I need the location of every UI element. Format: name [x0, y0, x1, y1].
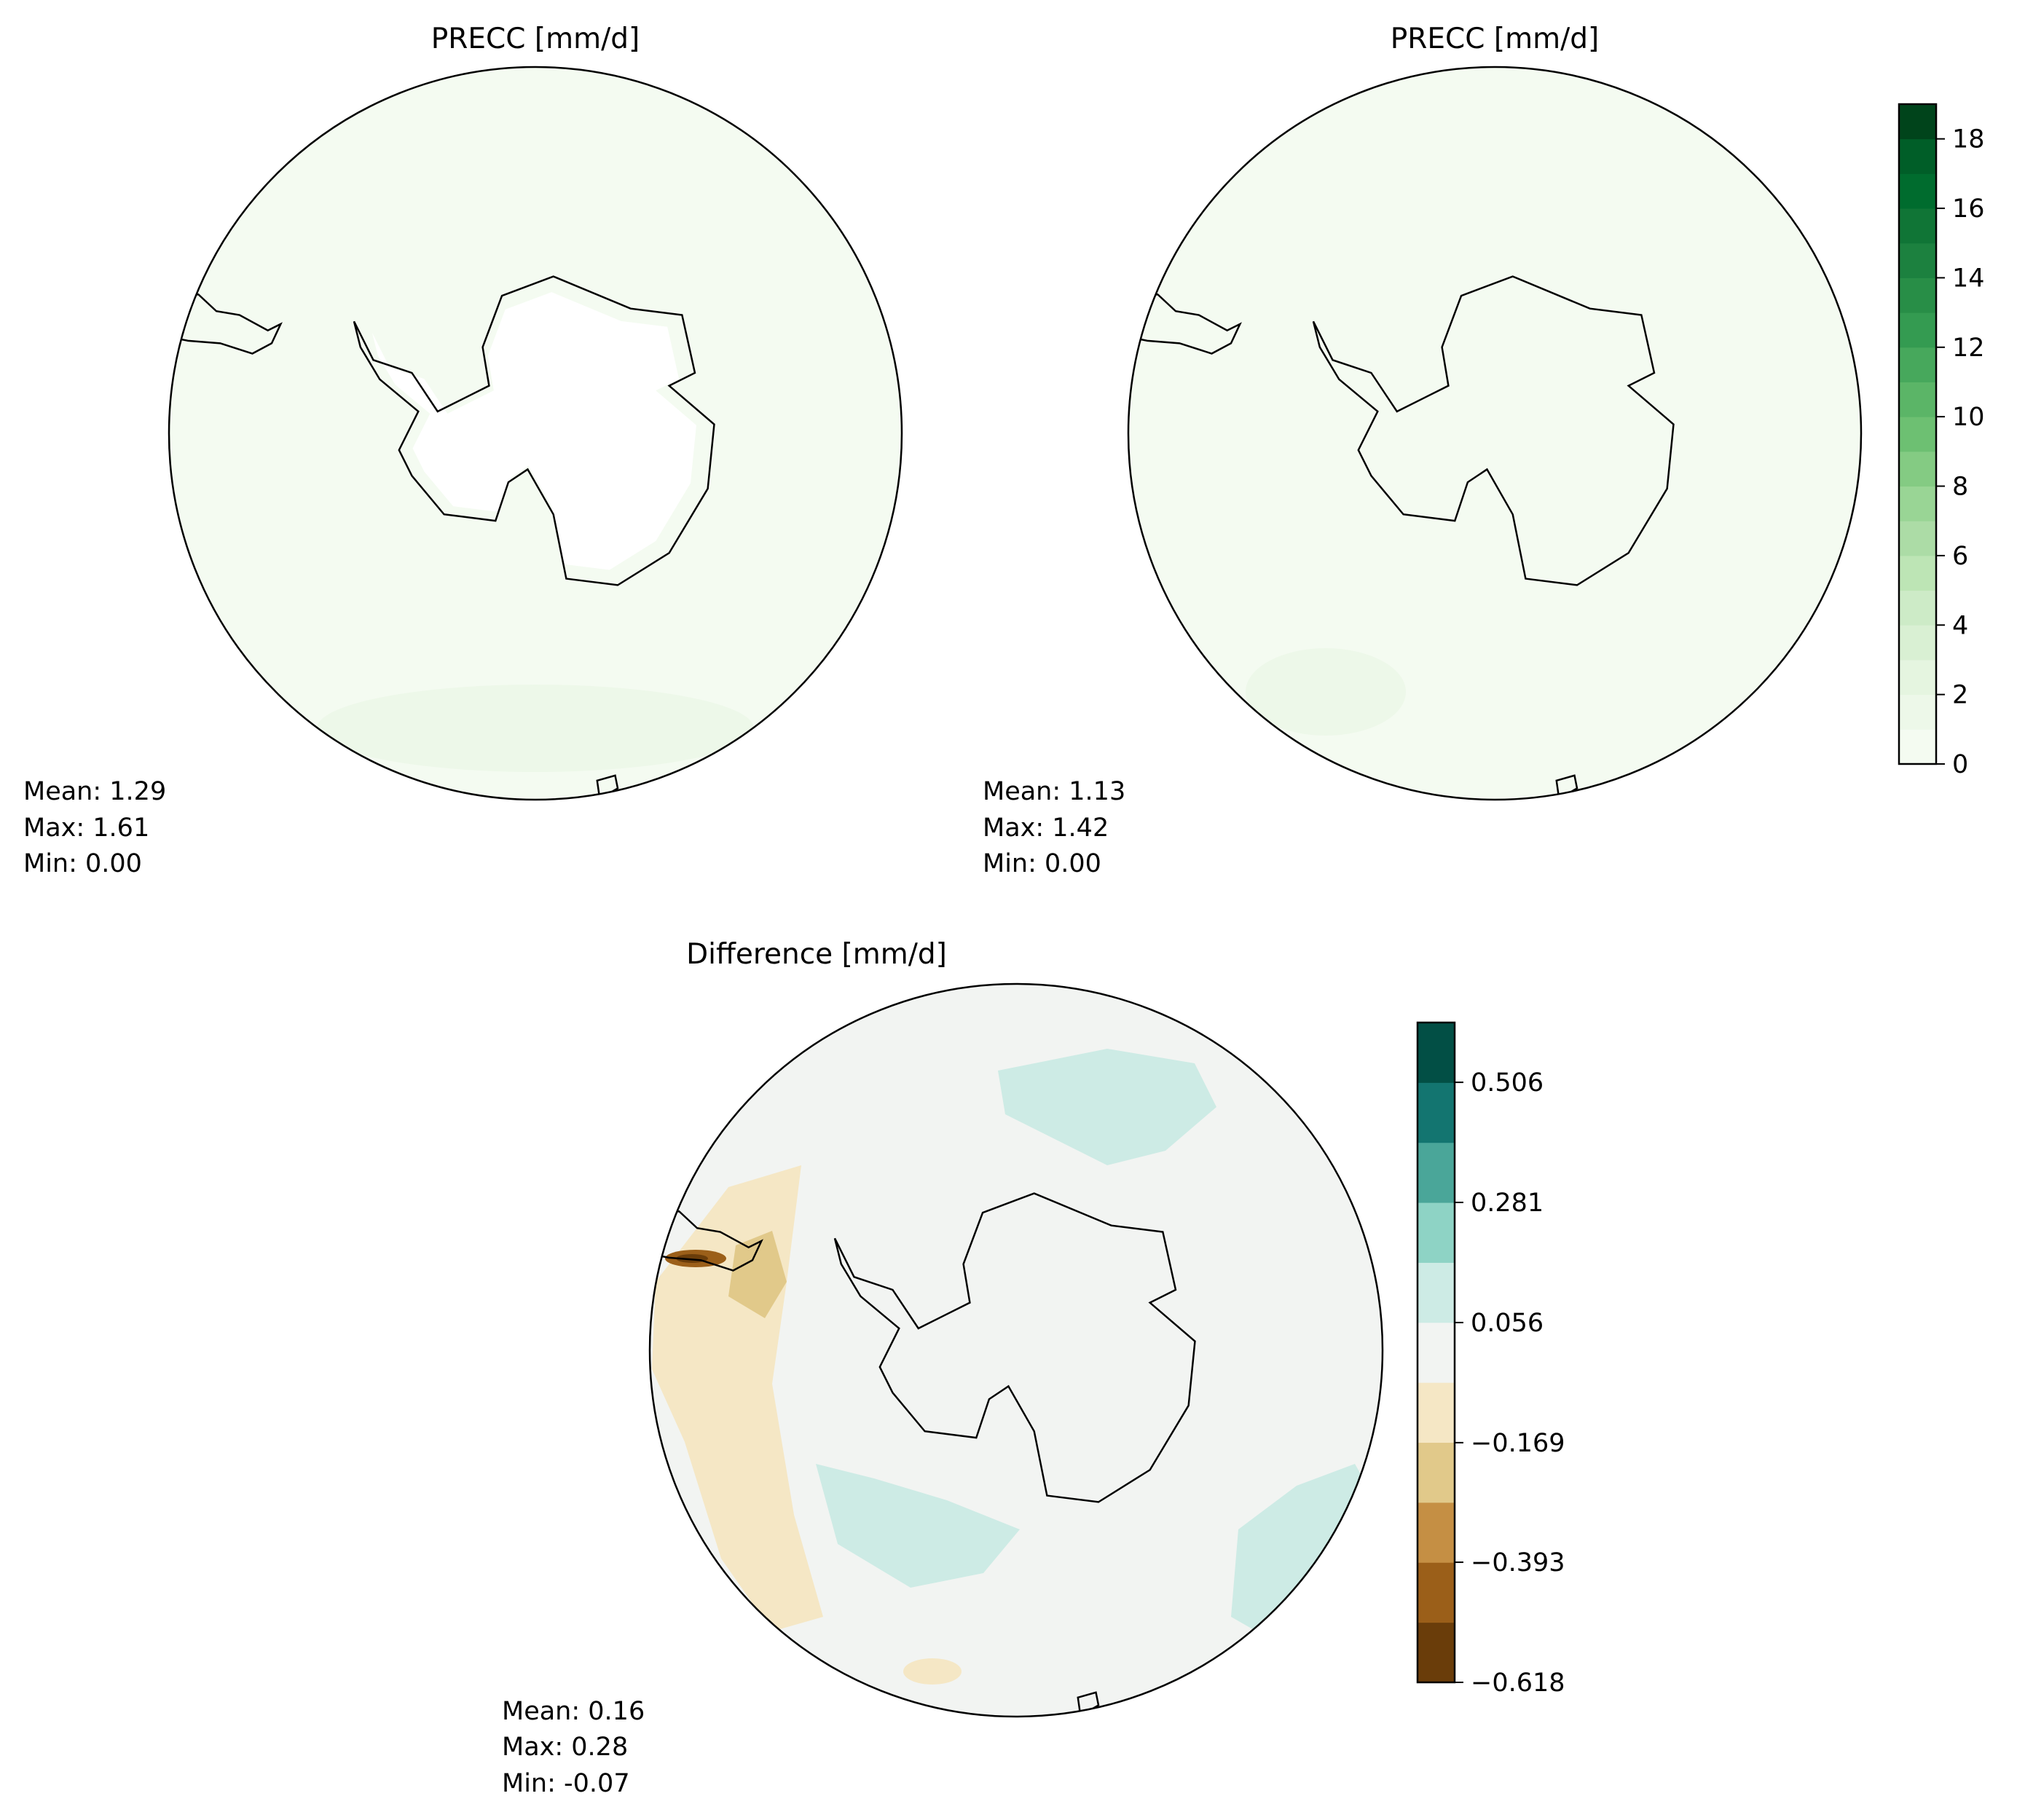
map-2-field — [1128, 67, 1861, 800]
colorbar-bin — [1899, 729, 1936, 765]
colorbar-frame — [1898, 103, 1938, 765]
map-3-boundary — [648, 982, 1384, 1718]
map-2-title: PRECC [mm/d] — [1391, 23, 1599, 55]
colorbar-bin — [1899, 208, 1936, 244]
map-1-max: Max: 1.61 — [23, 814, 149, 843]
colorbar-bin — [1418, 1442, 1455, 1503]
colorbar-bin — [1899, 347, 1936, 382]
colorbar-bin — [1418, 1262, 1455, 1323]
colorbar-tick-label: 0.056 — [1471, 1309, 1544, 1338]
colorbar-tick-label: 0.506 — [1471, 1068, 1544, 1098]
colorbar-tick-label: 0 — [1952, 750, 1968, 779]
colorbar-bin — [1899, 312, 1936, 348]
map-panel-1: PRECC [mm/d] Mean: 1.29 Max: 1.61 Min: 0… — [23, 23, 903, 878]
colorbar-bin — [1899, 104, 1936, 140]
map-3-island — [1077, 1691, 1100, 1717]
colorbar-bin — [1418, 1142, 1455, 1203]
map-3-negative-region — [728, 1231, 787, 1318]
map-3-negative-region — [903, 1658, 962, 1685]
colorbar-bin — [1418, 1622, 1455, 1683]
colorbar-bin — [1418, 1502, 1455, 1563]
colorbar-bin — [1899, 659, 1936, 696]
map-2-boundary — [1127, 66, 1863, 801]
map-1-contour — [317, 685, 754, 772]
colorbar-frame — [1416, 1021, 1456, 1684]
colorbar-bin — [1418, 1202, 1455, 1263]
colorbar-bin — [1899, 382, 1936, 417]
map-2-contour — [1246, 648, 1406, 736]
map-3-min: Min: -0.07 — [502, 1769, 630, 1798]
colorbar-bin — [1899, 173, 1936, 209]
colorbar-tick-label: 10 — [1952, 403, 1985, 432]
colorbar-bin — [1899, 521, 1936, 556]
colorbar-tick-label: 12 — [1952, 334, 1985, 363]
colorbar-bin — [1418, 1023, 1455, 1083]
colorbar-tick-label: −0.169 — [1471, 1429, 1565, 1458]
map-1-title: PRECC [mm/d] — [431, 23, 640, 55]
map-panel-2: PRECC [mm/d] Mean: 1.13 Max: 1.42 Min: 0… — [983, 23, 1985, 878]
map-3-positive-region — [998, 1049, 1216, 1165]
colorbar-bin — [1899, 486, 1936, 521]
colorbar-bin — [1418, 1082, 1455, 1143]
map-2-max: Max: 1.42 — [983, 814, 1109, 843]
colorbar-bin — [1899, 625, 1936, 661]
colorbar-bin — [1899, 555, 1936, 591]
colorbar-tick-label: −0.618 — [1471, 1669, 1565, 1698]
colorbar-tick-label: 8 — [1952, 473, 1968, 502]
colorbar-bin — [1899, 694, 1936, 730]
colorbar-bin — [1418, 1322, 1455, 1383]
map-2-mean: Mean: 1.13 — [983, 777, 1125, 806]
map-3-positive-region — [816, 1464, 1020, 1588]
colorbar-bin — [1418, 1562, 1455, 1623]
colorbar-bin — [1899, 243, 1936, 278]
colorbar-bin — [1899, 417, 1936, 452]
colorbar-tick-label: 4 — [1952, 611, 1968, 640]
colorbar-precc: 0 2 4 6 8 10 12 14 16 18 — [1898, 103, 1985, 779]
map-1-min: Min: 0.00 — [23, 849, 142, 878]
colorbar-difference: −0.618 −0.393 −0.169 0.056 0.281 0.506 — [1416, 1021, 1565, 1698]
colorbar-bin — [1899, 590, 1936, 626]
map-panel-difference: Difference [mm/d] Mean: 0.16 Max: 0.28 M… — [502, 938, 1565, 1798]
colorbar-tick-label: 16 — [1952, 194, 1985, 224]
colorbar-tick-label: 0.281 — [1471, 1189, 1544, 1218]
map-3-field — [650, 984, 1383, 1717]
colorbar-tick-label: 18 — [1952, 125, 1985, 154]
map-1-boundary — [168, 66, 903, 801]
map-3-mean: Mean: 0.16 — [502, 1697, 645, 1726]
colorbar-bin — [1418, 1382, 1455, 1443]
map-1-mean: Mean: 1.29 — [23, 777, 166, 806]
colorbar-bin — [1899, 138, 1936, 174]
colorbar-bin — [1899, 277, 1936, 313]
map-3-max: Max: 0.28 — [502, 1733, 628, 1762]
map-3-title: Difference [mm/d] — [686, 938, 947, 971]
map-1-island — [596, 774, 619, 800]
map-2-min: Min: 0.00 — [983, 849, 1101, 878]
colorbar-tick-label: −0.393 — [1471, 1548, 1565, 1577]
colorbar-bin — [1899, 451, 1936, 487]
colorbar-tick-label: 2 — [1952, 681, 1968, 710]
colorbar-tick-label: 14 — [1952, 264, 1985, 293]
map-2-island — [1555, 774, 1578, 800]
colorbar-tick-label: 6 — [1952, 542, 1968, 571]
